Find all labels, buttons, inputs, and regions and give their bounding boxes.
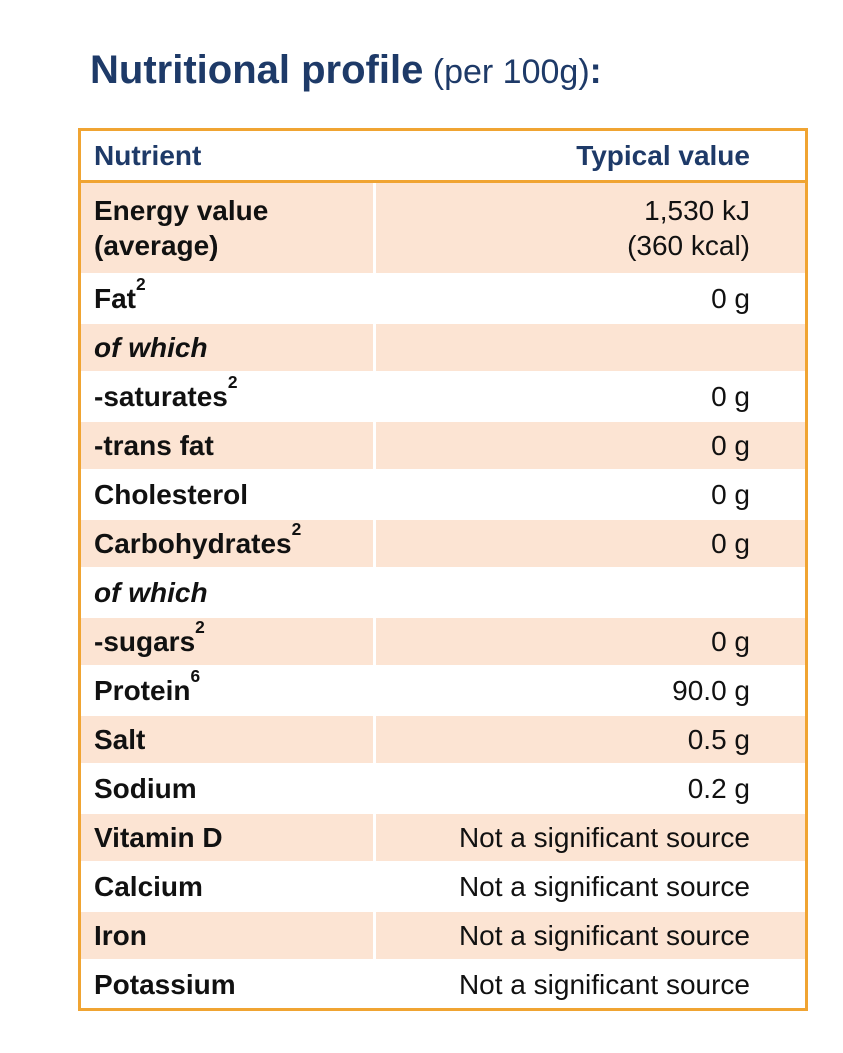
nutrient-value: Not a significant source bbox=[373, 814, 805, 861]
table-row: Iron Not a significant source bbox=[81, 912, 805, 961]
nutrient-name: Potassium bbox=[94, 969, 236, 1000]
page-title: Nutritional profile (per 100g): bbox=[90, 46, 602, 96]
nutrient-value bbox=[373, 324, 805, 371]
nutrient-value: Not a significant source bbox=[373, 863, 805, 910]
nutrient-value bbox=[373, 569, 805, 616]
nutrient-name: Sodium bbox=[94, 773, 197, 804]
nutrient-name: Energy value (average) bbox=[94, 195, 269, 261]
table-row: Salt 0.5 g bbox=[81, 716, 805, 765]
table-row: Carbohydrates2 0 g bbox=[81, 520, 805, 569]
nutrient-name: Fat2 bbox=[94, 273, 146, 314]
page-title-bold: Nutritional profile bbox=[90, 48, 424, 92]
nutrition-table: Nutrient Typical value Energy value (aver… bbox=[78, 128, 808, 1011]
nutrient-value: Not a significant source bbox=[373, 912, 805, 959]
table-row: Vitamin D Not a significant source bbox=[81, 814, 805, 863]
table-row: -sugars2 0 g bbox=[81, 618, 805, 667]
table-row: Sodium 0.2 g bbox=[81, 765, 805, 814]
nutrient-value: 1,530 kJ (360 kcal) bbox=[373, 183, 805, 273]
nutrient-value: 90.0 g bbox=[373, 667, 805, 714]
nutrient-name: of which bbox=[94, 332, 208, 363]
table-row: -saturates2 0 g bbox=[81, 373, 805, 422]
page-title-qualifier: (per 100g) bbox=[423, 53, 590, 91]
nutrient-name: Salt bbox=[94, 724, 146, 755]
nutrient-value: 0.5 g bbox=[373, 716, 805, 763]
nutrient-name: Carbohydrates2 bbox=[94, 518, 302, 559]
table-row: -trans fat 0 g bbox=[81, 422, 805, 471]
nutrient-name: Protein6 bbox=[94, 665, 201, 706]
nutrient-value: 0 g bbox=[373, 275, 805, 322]
table-row: Calcium Not a significant source bbox=[81, 863, 805, 912]
table-row: Energy value (average) 1,530 kJ (360 kcal) bbox=[81, 183, 805, 275]
table-row: Cholesterol 0 g bbox=[81, 471, 805, 520]
nutrient-name: Cholesterol bbox=[94, 479, 249, 510]
table-row: Potassium Not a significant source bbox=[81, 961, 805, 1008]
nutrient-value: Not a significant source bbox=[373, 961, 805, 1008]
nutrient-value: 0 g bbox=[373, 618, 805, 665]
nutrient-name: -sugars2 bbox=[94, 616, 205, 657]
nutrient-name: Iron bbox=[94, 920, 147, 951]
nutrient-name: Calcium bbox=[94, 871, 203, 902]
header-typical-value: Typical value bbox=[373, 131, 805, 180]
table-row: of which bbox=[81, 569, 805, 618]
table-body: Energy value (average) 1,530 kJ (360 kcal)… bbox=[81, 183, 805, 1008]
header-nutrient: Nutrient bbox=[94, 140, 202, 171]
nutrient-name: -trans fat bbox=[94, 430, 214, 461]
nutrient-value: 0 g bbox=[373, 520, 805, 567]
nutrient-name: Vitamin D bbox=[94, 822, 223, 853]
table-row: of which bbox=[81, 324, 805, 373]
table-row: Protein6 90.0 g bbox=[81, 667, 805, 716]
nutrient-value: 0.2 g bbox=[373, 765, 805, 812]
page-title-colon: : bbox=[589, 50, 602, 91]
table-row: Fat2 0 g bbox=[81, 275, 805, 324]
nutrient-value: 0 g bbox=[373, 373, 805, 420]
table-header-row: Nutrient Typical value bbox=[81, 131, 805, 183]
nutrient-name: -saturates2 bbox=[94, 371, 238, 412]
nutrient-value: 0 g bbox=[373, 422, 805, 469]
nutrient-value: 0 g bbox=[373, 471, 805, 518]
nutrient-name: of which bbox=[94, 577, 208, 608]
